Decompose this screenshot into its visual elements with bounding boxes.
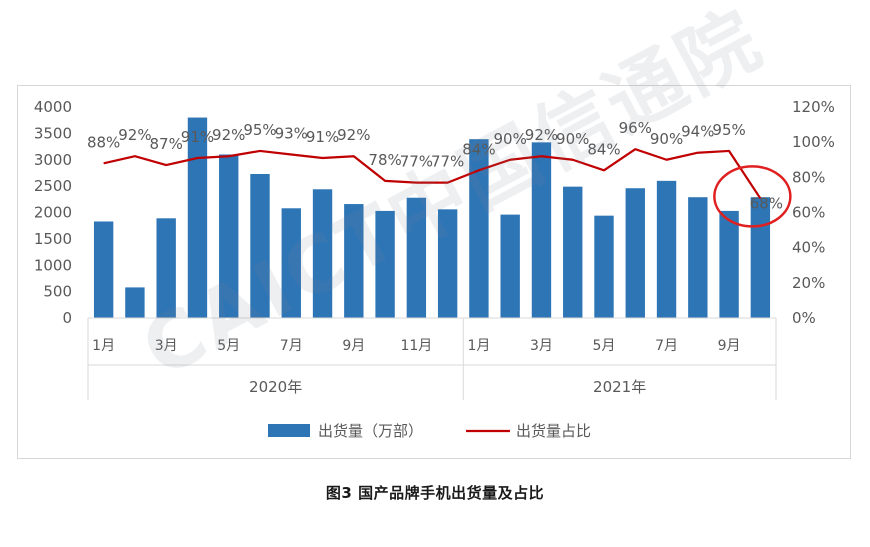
bar xyxy=(531,142,552,318)
line-data-label: 95% xyxy=(712,121,745,139)
line-data-label: 92% xyxy=(118,126,151,144)
bar xyxy=(219,154,239,318)
line-data-label: 90% xyxy=(556,130,589,148)
line-data-label: 68% xyxy=(750,194,783,212)
bar xyxy=(500,214,520,318)
bar xyxy=(437,209,458,318)
y-left-tick-label: 2000 xyxy=(34,204,72,222)
line-data-label: 91% xyxy=(181,128,214,146)
y-left-tick-label: 2500 xyxy=(34,177,72,195)
figure-caption: 图3 国产品牌手机出货量及占比 xyxy=(325,484,545,502)
line-data-label: 77% xyxy=(400,153,433,171)
line-data-label: 92% xyxy=(337,126,370,144)
line-data-label: 88% xyxy=(87,133,120,151)
line-data-label: 94% xyxy=(681,123,714,141)
y-left-tick-label: 1000 xyxy=(34,256,72,274)
bar xyxy=(406,197,427,318)
line-data-label: 78% xyxy=(368,151,401,169)
bar xyxy=(156,218,176,318)
y-left-tick-label: 4000 xyxy=(34,98,72,116)
chart: 0 500 1000 1500 2000 2500 3000 3500 4000 0% 20% 40%… xyxy=(34,98,835,440)
x-tick-label: 9月 xyxy=(342,338,365,354)
y-right-tick-label: 0% xyxy=(792,309,816,327)
bar xyxy=(594,215,614,318)
bar xyxy=(93,221,114,318)
line-data-label: 95% xyxy=(243,121,276,139)
bar xyxy=(563,186,583,318)
bar xyxy=(688,197,708,318)
y-left-tick-label: 500 xyxy=(43,283,72,301)
line-data-label: 90% xyxy=(494,130,527,148)
bar xyxy=(719,210,739,318)
bar xyxy=(281,208,301,318)
bar xyxy=(125,287,145,318)
legend-label-bar: 出货量（万部） xyxy=(318,422,423,440)
y-right-tick-label: 60% xyxy=(792,204,825,222)
bar xyxy=(469,139,489,318)
x-tick-label: 5月 xyxy=(593,338,616,354)
line-data-label: 84% xyxy=(462,140,495,158)
line-data-label: 96% xyxy=(619,119,652,137)
y-right-tick-label: 100% xyxy=(792,133,835,151)
bar xyxy=(187,117,208,318)
y-left-tick-label: 0 xyxy=(62,309,72,327)
y-left-tick-label: 1500 xyxy=(34,230,72,248)
line-data-label: 92% xyxy=(525,126,558,144)
line-data-label: 90% xyxy=(650,130,683,148)
line-data-label: 91% xyxy=(306,128,339,146)
bar xyxy=(656,180,677,318)
line-data-label: 87% xyxy=(150,135,183,153)
bar xyxy=(250,173,270,318)
x-group-label: 2021年 xyxy=(593,378,646,396)
line-data-label: 84% xyxy=(587,140,620,158)
bar xyxy=(750,197,771,318)
legend-swatch-bar xyxy=(268,424,310,437)
x-tick-label: 11月 xyxy=(400,338,432,354)
chart-frame xyxy=(17,85,851,459)
x-group-label: 2020年 xyxy=(249,378,302,396)
y-left-tick-label: 3500 xyxy=(34,124,72,142)
line-data-label: 77% xyxy=(431,153,464,171)
x-tick-label: 5月 xyxy=(217,338,240,354)
y-right-tick-label: 80% xyxy=(792,168,825,186)
bar xyxy=(344,204,364,318)
y-right-tick-label: 120% xyxy=(792,98,835,116)
x-tick-label: 1月 xyxy=(467,338,490,354)
x-tick-label: 3月 xyxy=(530,338,553,354)
share-line xyxy=(103,148,762,200)
x-tick-label: 7月 xyxy=(655,338,678,354)
y-right-tick-label: 20% xyxy=(792,274,825,292)
x-tick-label: 3月 xyxy=(155,338,178,354)
bar xyxy=(375,210,395,318)
line-data-label: 93% xyxy=(275,124,308,142)
x-tick-label: 7月 xyxy=(280,338,303,354)
bar xyxy=(312,189,333,318)
x-tick-label: 1月 xyxy=(92,338,115,354)
bar xyxy=(625,188,645,318)
legend-label-line: 出货量占比 xyxy=(516,422,591,440)
y-left-tick-label: 3000 xyxy=(34,151,72,169)
line-data-label: 92% xyxy=(212,126,245,144)
highlight-circle xyxy=(713,165,792,228)
y-right-tick-label: 40% xyxy=(792,239,825,257)
x-tick-label: 9月 xyxy=(718,338,741,354)
